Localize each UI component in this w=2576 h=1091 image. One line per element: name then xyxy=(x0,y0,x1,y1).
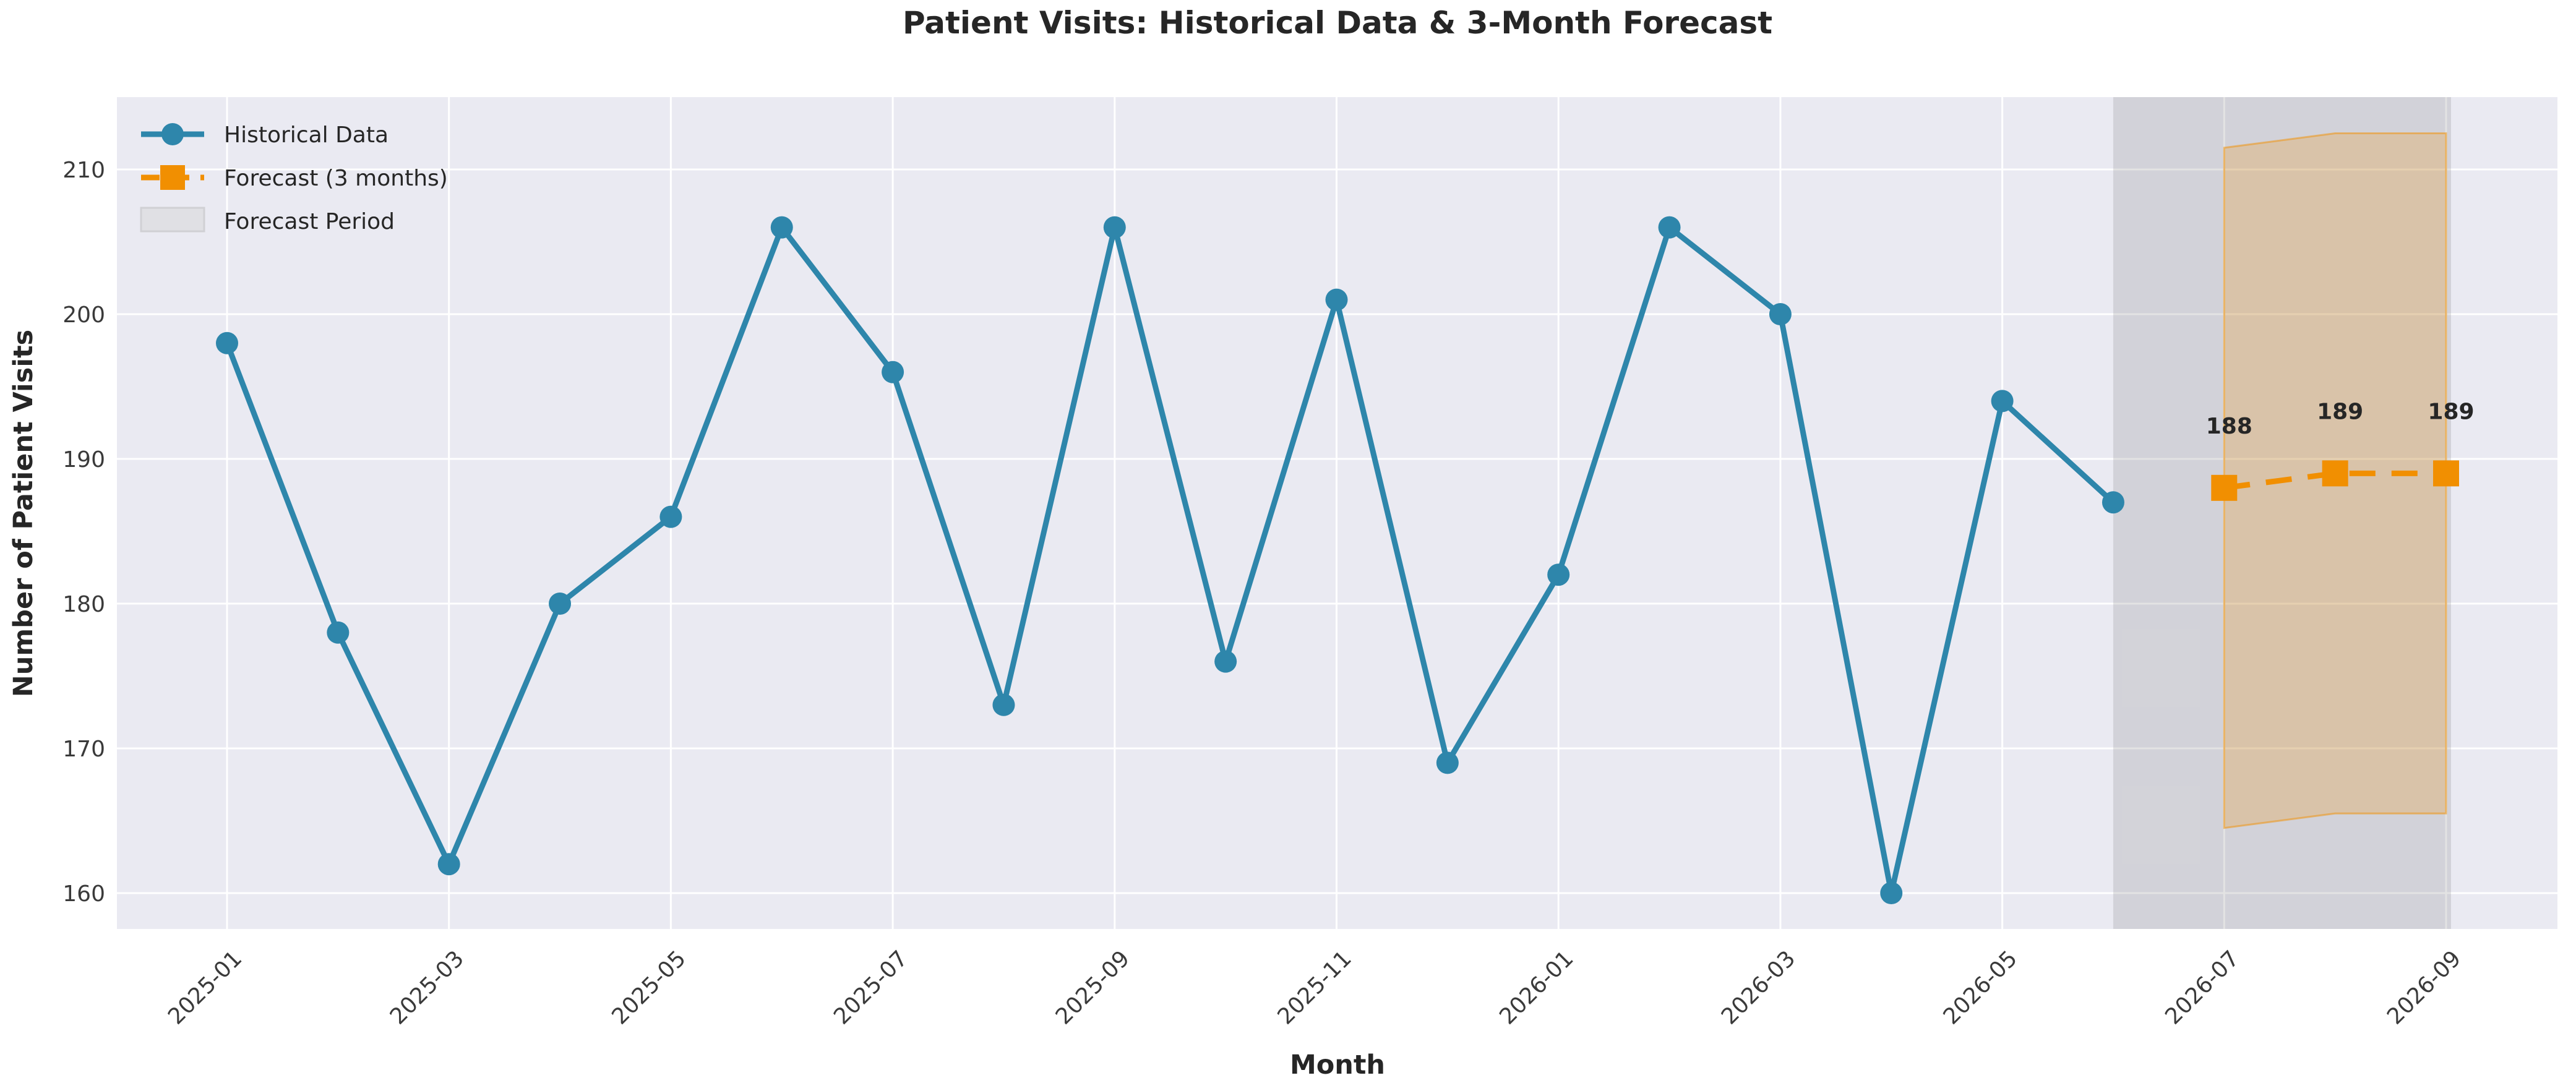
x-tick-label: 2025-07 xyxy=(829,946,912,1029)
x-tick-label: 2025-09 xyxy=(1051,946,1135,1029)
historical-point xyxy=(992,693,1015,716)
forecast-point xyxy=(2433,460,2459,487)
legend-marker-patch xyxy=(140,207,205,233)
forecast-line xyxy=(2223,470,2446,491)
y-tick-label: 200 xyxy=(62,302,105,328)
x-tick-label: 2026-05 xyxy=(1939,946,2022,1029)
legend-label-forecast-period: Forecast Period xyxy=(224,209,395,234)
forecast-value-label: 189 xyxy=(2317,399,2363,424)
historical-point xyxy=(437,853,460,876)
y-tick-label: 160 xyxy=(62,881,105,907)
legend-marker-square xyxy=(160,165,185,190)
forecast-value-label: 188 xyxy=(2206,414,2252,439)
y-tick-label: 180 xyxy=(62,592,105,617)
historical-point xyxy=(549,593,572,615)
historical-point xyxy=(327,621,350,644)
historical-point xyxy=(1880,882,1903,904)
forecast-period-band xyxy=(2113,97,2451,929)
historical-point xyxy=(770,216,793,239)
y-axis-label: Number of Patient Visits xyxy=(8,330,39,697)
historical-point xyxy=(1658,216,1681,239)
x-tick-label: 2025-11 xyxy=(1273,946,1357,1029)
forecast-point xyxy=(2211,474,2238,501)
legend-marker-circle xyxy=(161,123,184,145)
chart-title: Patient Visits: Historical Data & 3-Mont… xyxy=(903,5,1772,41)
historical-line xyxy=(224,225,2116,896)
historical-point xyxy=(216,332,238,354)
y-tick-label: 190 xyxy=(62,447,105,473)
legend: Historical Data Forecast (3 months) Fore… xyxy=(140,122,448,234)
historical-point xyxy=(1769,303,1792,325)
x-tick-label: 2025-03 xyxy=(385,946,469,1029)
x-tick-label: 2025-01 xyxy=(163,946,247,1029)
historical-point xyxy=(882,361,904,383)
shaded-bands xyxy=(2113,97,2451,929)
x-axis-label: Month xyxy=(1290,1050,1385,1080)
historical-point xyxy=(1103,216,1126,239)
x-tick-label: 2026-07 xyxy=(2160,946,2244,1029)
forecast-value-label: 189 xyxy=(2428,399,2474,424)
x-tick-label: 2025-05 xyxy=(607,946,690,1029)
historical-point xyxy=(1436,751,1459,774)
historical-point xyxy=(1547,563,1570,586)
data-series: 188 189 189 xyxy=(216,216,2475,904)
x-tick-label: 2026-01 xyxy=(1495,946,1578,1029)
historical-point xyxy=(1325,288,1348,311)
historical-point xyxy=(1214,650,1237,673)
x-tick-label: 2026-09 xyxy=(2382,946,2466,1029)
historical-point xyxy=(659,505,682,528)
legend-label-forecast: Forecast (3 months) xyxy=(224,166,448,191)
forecast-point xyxy=(2322,460,2348,487)
legend-label-historical: Historical Data xyxy=(224,122,389,148)
historical-point xyxy=(2102,491,2124,514)
historical-point xyxy=(1991,390,2014,413)
y-tick-label: 170 xyxy=(62,737,105,762)
y-tick-label: 210 xyxy=(62,158,105,183)
x-tick-label: 2026-03 xyxy=(1717,946,1800,1029)
